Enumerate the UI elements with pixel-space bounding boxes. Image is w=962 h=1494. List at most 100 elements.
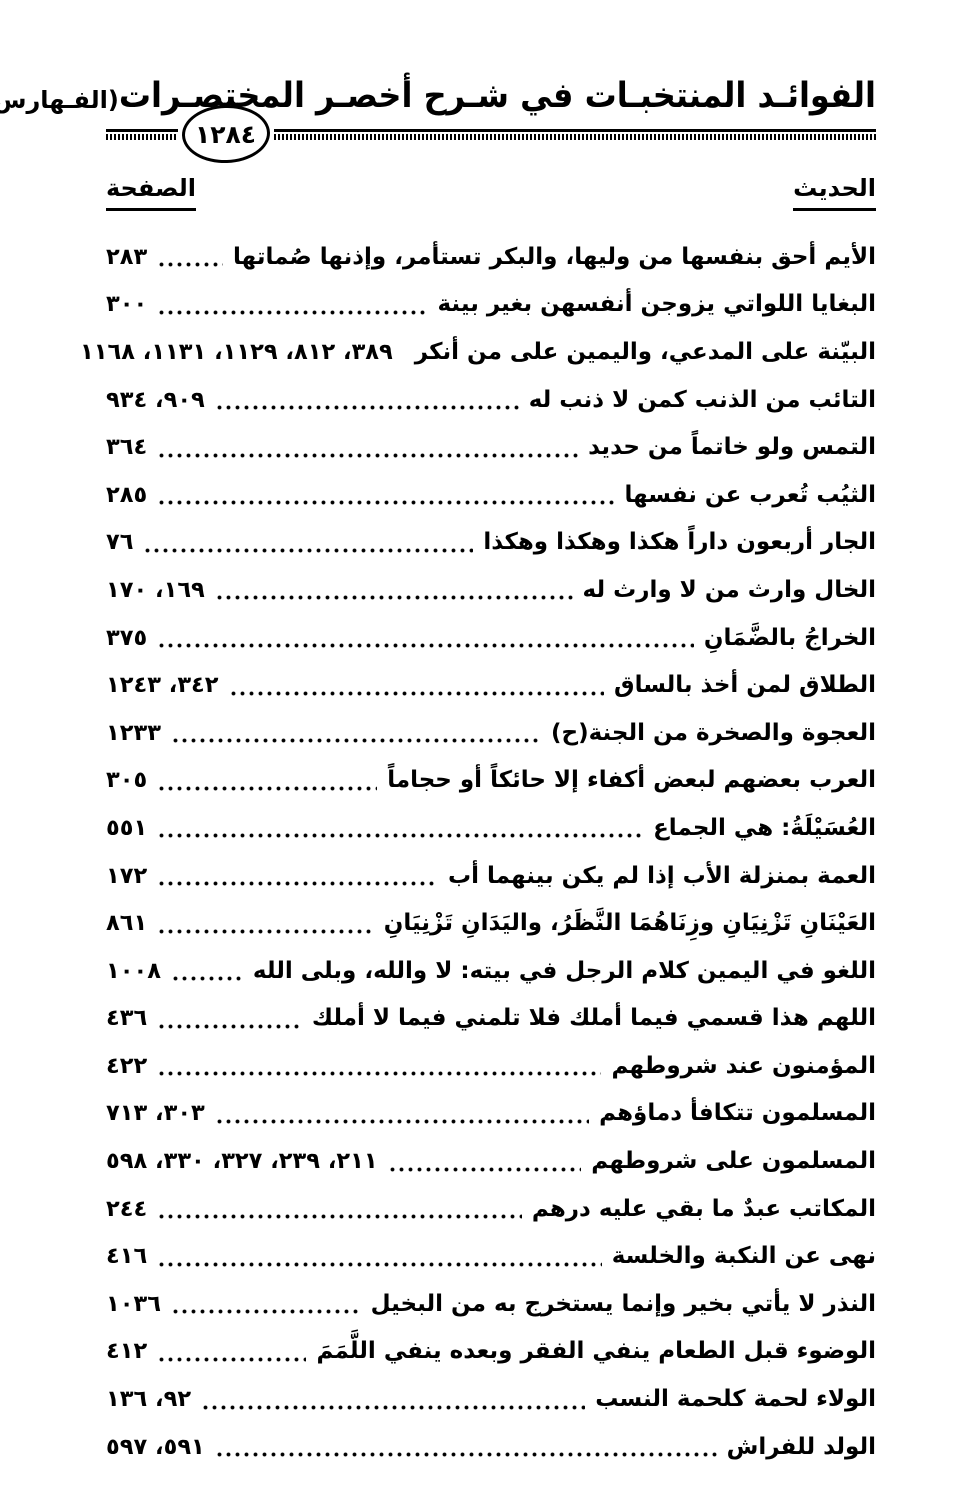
- dot-leader: [159, 833, 644, 839]
- dot-leader: [159, 1071, 602, 1077]
- entry-hadith-text: النذر لا يأتي بخير وإنما يستخرج به من ال…: [370, 1290, 876, 1317]
- index-entry: التائب من الذنب كمن لا ذنب له ٩٠٩، ٩٣٤: [106, 376, 876, 424]
- column-headers: الحديث الصفحة: [106, 174, 876, 211]
- entry-page-numbers: ٢٨٥: [106, 481, 148, 508]
- entry-page-numbers: ٢٤٤: [106, 1195, 148, 1222]
- entry-hadith-text: الوضوء قبل الطعام ينفي الفقر وبعده ينفي …: [316, 1338, 876, 1365]
- entry-page-numbers: ١٠٣٦: [106, 1290, 161, 1317]
- index-entry: العُسَيْلَةُ: هي الجماع ٥٥١: [106, 804, 876, 852]
- dot-leader: [216, 595, 573, 601]
- header-title-row: الفوائـد المنتخبـات في شـرح أخصـر المختص…: [0, 74, 877, 116]
- index-entry: الجار أربعون داراً هكذا وهكذا وهكذا ٧٦: [106, 519, 876, 567]
- entry-page-numbers: ٤٣٦: [106, 1005, 148, 1032]
- entry-page-numbers: ٣٠٥: [106, 767, 148, 794]
- dot-leader: [172, 976, 243, 982]
- book-title: الفوائـد المنتخبـات في شـرح أخصـر المختص…: [118, 74, 877, 116]
- dot-leader: [159, 881, 439, 887]
- dot-leader: [216, 1452, 717, 1458]
- entry-hadith-text: الثيُب تُعرب عن نفسها: [624, 481, 876, 508]
- entry-hadith-text: البيّنة على المدعي، واليمين على من أنكر: [414, 338, 876, 365]
- index-entry: النذر لا يأتي بخير وإنما يستخرج به من ال…: [106, 1280, 876, 1328]
- entry-hadith-text: العُسَيْلَةُ: هي الجماع: [653, 814, 876, 841]
- dot-leader: [159, 452, 579, 458]
- dot-leader: [159, 785, 378, 791]
- entry-page-numbers: ٢١١، ٢٣٩، ٣٢٧، ٣٣٠، ٥٩٨: [106, 1148, 378, 1175]
- dot-leader: [159, 309, 428, 315]
- entry-hadith-text: الطلاق لمن أخذ بالساق: [614, 672, 876, 699]
- index-entry: التمس ولو خاتماً من حديد ٣٦٤: [106, 423, 876, 471]
- entry-page-numbers: ١٠٠٨: [106, 957, 161, 984]
- entry-page-numbers: ٤١٦: [106, 1243, 148, 1270]
- index-entry: اللغو في اليمين كلام الرجل في بيته: لا و…: [106, 947, 876, 995]
- dot-leader: [159, 1356, 307, 1362]
- dot-leader: [159, 262, 224, 268]
- index-entry: العَيْنَانِ تَزْنِيَانِ وزِنَاهُمَا النَ…: [106, 899, 876, 947]
- double-rule-right: [274, 128, 876, 140]
- entry-hadith-text: التمس ولو خاتماً من حديد: [588, 434, 876, 461]
- dot-leader: [159, 643, 694, 649]
- index-entry: المكاتب عبدٌ ما بقي عليه درهم ٢٤٤: [106, 1185, 876, 1233]
- entry-page-numbers: ٢٨٣: [106, 243, 148, 270]
- entry-page-numbers: ١٧٢: [106, 862, 148, 889]
- entry-page-numbers: ٩٠٩، ٩٣٤: [106, 386, 205, 413]
- entry-page-numbers: ٣٠٠: [106, 291, 148, 318]
- entry-hadith-text: المسلمون تتكافأ دماؤهم: [599, 1100, 876, 1127]
- entry-page-numbers: ٣٠٣، ٧١٣: [106, 1100, 205, 1127]
- entry-hadith-text: المكاتب عبدٌ ما بقي عليه درهم: [531, 1195, 876, 1222]
- dot-leader: [216, 1118, 590, 1124]
- dot-leader: [203, 1404, 586, 1410]
- entry-hadith-text: التائب من الذنب كمن لا ذنب له: [528, 386, 876, 413]
- dot-leader: [230, 690, 605, 696]
- entry-page-numbers: ١٢٣٣: [106, 719, 161, 746]
- index-entry: البغايا اللواتي يزوجن أنفسهن بغير بينة ٣…: [106, 281, 876, 329]
- index-entry: اللهم هذا قسمي فيما أملك فلا تلمني فيما …: [106, 995, 876, 1043]
- dot-leader: [159, 1261, 602, 1267]
- index-entry: الولد للفراش ٥٩١، ٥٩٧: [106, 1423, 876, 1471]
- header-divider: ١٢٨٤: [106, 103, 876, 165]
- entry-hadith-text: نهى عن النكبة والخلسة: [611, 1243, 876, 1270]
- section-label: (الفـهارس): [0, 86, 119, 114]
- dot-leader: [159, 500, 615, 506]
- index-entry: البيّنة على المدعي، واليمين على من أنكر …: [80, 328, 876, 376]
- dot-leader: [159, 1214, 522, 1220]
- dot-leader: [145, 547, 474, 553]
- dot-leader: [216, 405, 519, 411]
- entry-hadith-text: الولاء لحمة كلحمة النسب: [595, 1386, 876, 1413]
- entry-page-numbers: ٤٢٢: [106, 1052, 148, 1079]
- index-entry: الثيُب تُعرب عن نفسها ٢٨٥: [106, 471, 876, 519]
- dot-leader: [172, 1309, 361, 1315]
- entry-page-numbers: ٧٦: [106, 529, 134, 556]
- entry-hadith-text: الأيم أحق بنفسها من وليها، والبكر تستأمر…: [233, 243, 876, 270]
- column-header-hadith: الحديث: [793, 174, 876, 211]
- index-entry: المسلمون على شروطهم ٢١١، ٢٣٩، ٣٢٧، ٣٣٠، …: [106, 1137, 876, 1185]
- page-header: الفوائـد المنتخبـات في شـرح أخصـر المختص…: [0, 74, 877, 165]
- entry-hadith-text: العَيْنَانِ تَزْنِيَانِ وزِنَاهُمَا النَ…: [383, 910, 876, 937]
- entry-hadith-text: المؤمنون عند شروطهم: [611, 1052, 876, 1079]
- dot-leader: [172, 738, 541, 744]
- dot-leader: [159, 928, 374, 934]
- index-entry: المسلمون تتكافأ دماؤهم ٣٠٣، ٧١٣: [106, 1090, 876, 1138]
- index-entry: المؤمنون عند شروطهم ٤٢٢: [106, 1042, 876, 1090]
- index-entry: الخراجُ بالضَّمَانِ ٣٧٥: [106, 614, 876, 662]
- entry-hadith-text: الجار أربعون داراً هكذا وهكذا وهكذا: [483, 529, 876, 556]
- entry-page-numbers: ٣٧٥: [106, 624, 148, 651]
- index-entry: الوضوء قبل الطعام ينفي الفقر وبعده ينفي …: [106, 1328, 876, 1376]
- entry-hadith-text: اللهم هذا قسمي فيما أملك فلا تلمني فيما …: [311, 1005, 876, 1032]
- dot-leader: [389, 1166, 582, 1172]
- entry-hadith-text: الخراجُ بالضَّمَانِ: [703, 624, 876, 651]
- entry-page-numbers: ٩٢، ١٣٦: [106, 1386, 192, 1413]
- column-header-page: الصفحة: [106, 174, 197, 211]
- entry-page-numbers: ٤١٢: [106, 1338, 148, 1365]
- entry-hadith-text: العرب بعضهم لبعض أكفاء إلا حائكاً أو حجا…: [387, 767, 876, 794]
- dot-leader: [159, 1023, 302, 1029]
- page-number: ١٢٨٤: [195, 119, 257, 149]
- index-entry: الخال وارث من لا وارث له ١٦٩، ١٧٠: [106, 566, 876, 614]
- entry-hadith-text: اللغو في اليمين كلام الرجل في بيته: لا و…: [252, 957, 876, 984]
- entry-page-numbers: ٨٦١: [106, 910, 148, 937]
- entry-hadith-text: البغايا اللواتي يزوجن أنفسهن بغير بينة: [437, 291, 876, 318]
- entries-list: الأيم أحق بنفسها من وليها، والبكر تستأمر…: [80, 233, 876, 1471]
- index-entry: نهى عن النكبة والخلسة ٤١٦: [106, 1232, 876, 1280]
- entry-page-numbers: ٣٦٤: [106, 434, 148, 461]
- entry-hadith-text: المسلمون على شروطهم: [591, 1148, 876, 1175]
